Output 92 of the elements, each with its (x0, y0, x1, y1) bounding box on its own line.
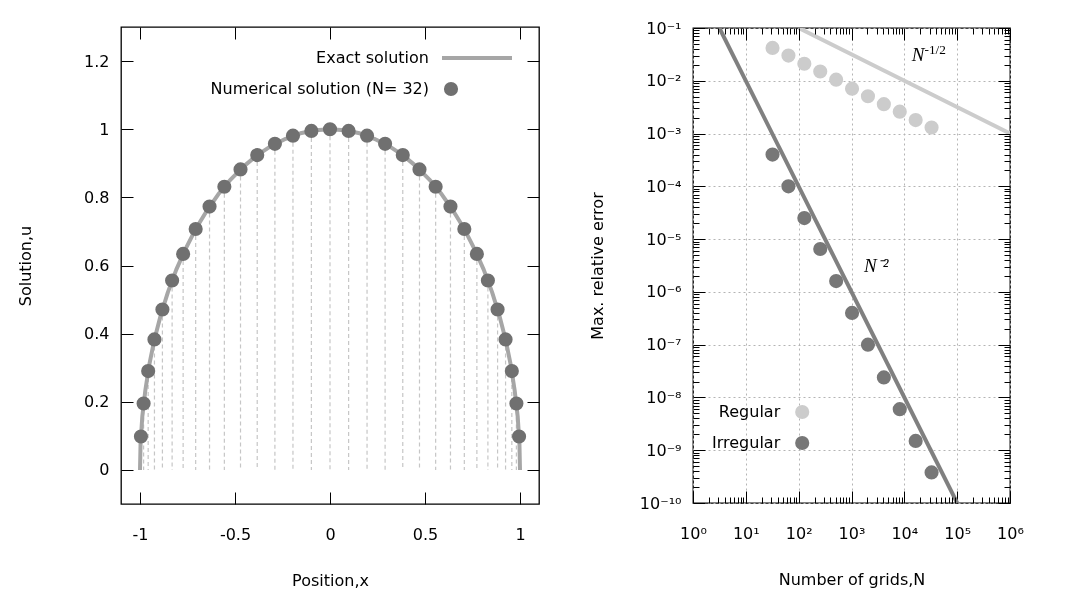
point (267, 136, 282, 151)
point (498, 332, 513, 347)
y-tick-label: 10⁻⁷ (646, 335, 682, 355)
point (924, 465, 939, 480)
y-tick-label: 10⁻⁵ (646, 229, 682, 249)
x-tick-label: 1 (515, 524, 526, 544)
point (876, 97, 891, 112)
point (860, 89, 876, 104)
y-tick-label: 10⁻⁶ (646, 282, 682, 302)
x-tick-label: -1 (132, 524, 149, 544)
y-tick-label: 10⁻³ (646, 124, 682, 144)
y-tick-label: 10⁻¹ (646, 18, 682, 38)
point (504, 364, 519, 379)
point (765, 147, 780, 162)
annotation: N⁻² (863, 254, 889, 276)
y-tick-label: 10⁻⁸ (646, 387, 682, 407)
x-tick-label: 0.5 (412, 524, 439, 544)
point (250, 148, 265, 163)
point (924, 120, 939, 135)
y-tick-label: 0.8 (84, 187, 110, 207)
x-tick-label: 10⁵ (944, 523, 972, 543)
point (511, 429, 527, 444)
point (781, 48, 796, 63)
point (829, 72, 844, 87)
point (797, 56, 812, 71)
point (860, 337, 876, 352)
y-tick-label: 0 (99, 460, 110, 480)
x-tick-label: 10² (785, 523, 813, 543)
point (202, 199, 217, 214)
point (844, 81, 860, 96)
point (813, 241, 828, 257)
x-tick-label: 0 (325, 524, 336, 544)
point (908, 433, 923, 448)
point (412, 162, 427, 177)
point (188, 221, 203, 237)
point (395, 148, 410, 163)
point (133, 429, 149, 444)
point (233, 162, 248, 177)
point (378, 136, 393, 151)
x-tick-label: 10⁴ (891, 523, 919, 543)
point (322, 122, 338, 137)
y-tick-label: 10⁻² (646, 71, 682, 91)
point (136, 396, 151, 411)
point (165, 273, 180, 288)
y-tick-label: 10⁻⁹ (646, 440, 682, 460)
point (141, 364, 156, 379)
y-tick-label: 1.2 (84, 51, 110, 71)
y-tick-label: 10⁻⁴ (646, 176, 682, 196)
point (304, 123, 319, 138)
point (480, 273, 495, 288)
point (829, 274, 844, 289)
point (176, 246, 191, 261)
point (147, 332, 162, 347)
x-tick-label: 10⁶ (997, 523, 1024, 543)
point (359, 128, 375, 143)
point (155, 302, 170, 317)
point (908, 113, 923, 128)
point (469, 246, 484, 261)
x-tick-label: -0.5 (219, 524, 252, 544)
point (781, 179, 796, 194)
point (217, 179, 232, 194)
point (892, 104, 907, 119)
legend-label: Numerical solution (N= 32) (210, 79, 429, 98)
x-tick-label: 10⁰ (680, 523, 707, 543)
point (765, 40, 780, 55)
legend-label: Irregular (711, 433, 781, 452)
point (892, 402, 907, 417)
y-tick-label: 0.4 (84, 324, 110, 344)
y-tick-label: 10⁻¹⁰ (639, 493, 682, 513)
point (797, 211, 812, 226)
point (509, 396, 524, 411)
x-axis-title: Position,x (292, 570, 369, 590)
point (341, 123, 356, 138)
point (813, 64, 828, 79)
legend-label: Regular (718, 402, 781, 421)
x-tick-label: 10³ (838, 523, 866, 543)
point (443, 199, 458, 214)
x-tick-label: 10¹ (732, 523, 760, 543)
annotation: N$^{-1/2}$ (910, 41, 946, 65)
legend-label: Exact solution (316, 48, 429, 67)
point (285, 128, 301, 143)
point (490, 302, 505, 317)
x-axis-title: Number of grids,N (778, 569, 926, 589)
y-tick-label: 1 (99, 119, 110, 139)
point (457, 221, 472, 237)
y-axis-title: Solution,u (15, 225, 35, 307)
point (876, 370, 891, 385)
point (428, 179, 443, 194)
y-axis-title: Max. relative error (587, 191, 607, 340)
point (844, 305, 860, 320)
y-tick-label: 0.2 (84, 392, 110, 412)
y-tick-label: 0.6 (84, 256, 110, 275)
